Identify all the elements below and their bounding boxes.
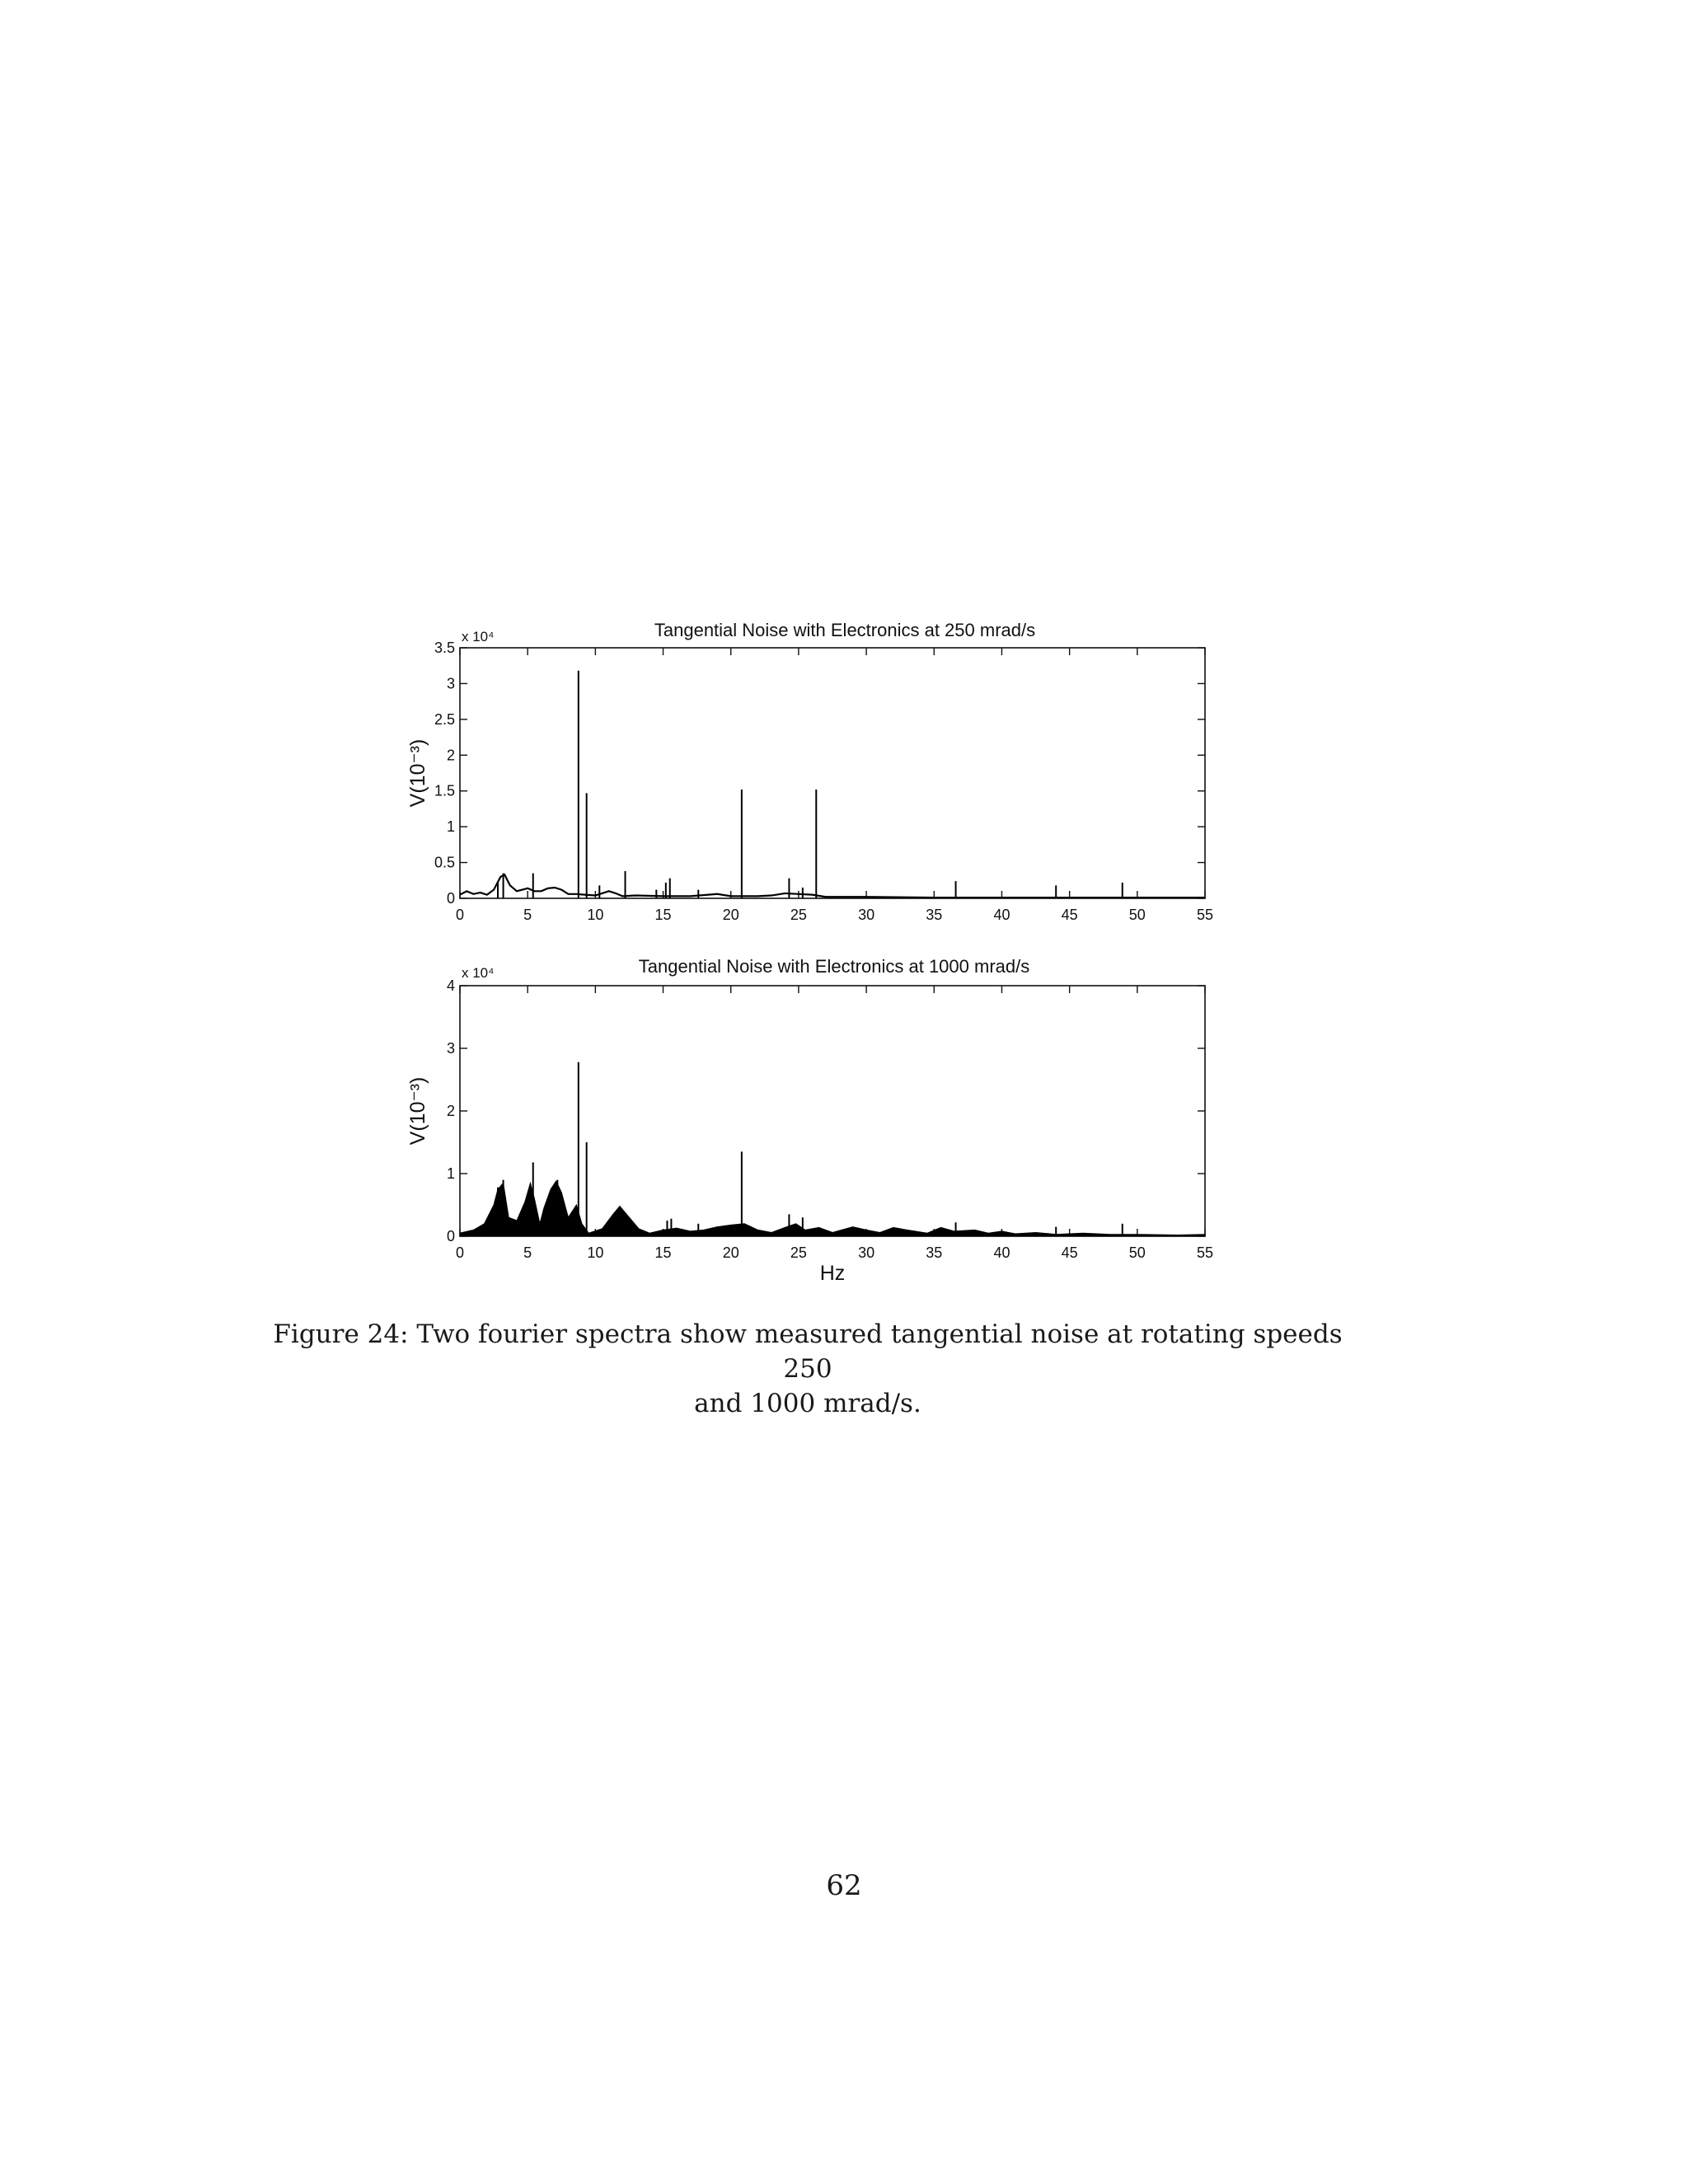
spectrum-baseline — [459, 873, 1205, 899]
y-multiplier-label: x 10⁴ — [462, 629, 494, 644]
spectrum-series — [459, 1062, 1206, 1237]
x-tick-label: 45 — [1062, 1244, 1078, 1261]
x-tick-label: 20 — [723, 907, 739, 923]
x-tick-label: 55 — [1197, 907, 1213, 923]
page-number: 62 — [826, 1869, 862, 1902]
y-multiplier-label: x 10⁴ — [462, 965, 494, 981]
figure-charts: Tangential Noise with Electronics at 250… — [406, 620, 1213, 1285]
x-tick-label: 30 — [858, 907, 874, 923]
y-tick-label: 1.5 — [434, 783, 455, 799]
x-tick-label: 50 — [1129, 1244, 1146, 1261]
x-tick-label: 45 — [1062, 907, 1078, 923]
x-tick-label: 10 — [587, 1244, 603, 1261]
x-tick-label: 55 — [1197, 1244, 1213, 1261]
x-tick-label: 5 — [523, 1244, 532, 1261]
x-tick-label: 25 — [790, 1244, 807, 1261]
x-axis-label: Hz — [820, 1262, 846, 1285]
x-tick-label: 35 — [926, 1244, 942, 1261]
y-tick-label: 3.5 — [434, 640, 455, 656]
caption-line-2: and 1000 mrad/s. — [694, 1389, 921, 1418]
x-tick-label: 40 — [993, 1244, 1010, 1261]
plot-frame — [459, 985, 1206, 1237]
x-tick-label: 0 — [456, 1244, 464, 1261]
x-tick-label: 0 — [456, 907, 464, 923]
plot-frame — [459, 647, 1206, 899]
y-tick-label: 3 — [447, 1040, 455, 1057]
x-tick-label: 25 — [790, 907, 807, 923]
x-tick-label: 30 — [858, 1244, 874, 1261]
y-tick-label: 2 — [447, 1103, 455, 1119]
x-tick-label: 10 — [587, 907, 603, 923]
figure-caption: Figure 24: Two fourier spectra show meas… — [272, 1317, 1343, 1421]
y-tick-label: 1 — [447, 1165, 455, 1182]
y-tick-label: 2 — [447, 747, 455, 763]
y-axis-label: V(10⁻³) — [406, 739, 429, 808]
y-tick-label: 2.5 — [434, 711, 455, 728]
axis-ticks: 0 5 10 15 20 25 30 35 40 45 50 55 0 1 2 3 4 — [447, 977, 1213, 1261]
y-tick-label: 0 — [447, 1228, 455, 1244]
x-tick-label: 50 — [1129, 907, 1146, 923]
chart-title: Tangential Noise with Electronics at 250… — [654, 620, 1035, 640]
x-tick-label: 15 — [655, 907, 672, 923]
y-tick-label: 3 — [447, 675, 455, 691]
x-tick-label: 5 — [523, 907, 532, 923]
y-tick-label: 4 — [447, 977, 455, 994]
y-axis-label: V(10⁻³) — [406, 1077, 429, 1146]
x-tick-label: 20 — [723, 1244, 739, 1261]
caption-line-1: Figure 24: Two fourier spectra show meas… — [273, 1319, 1343, 1384]
chart-250-mrad: Tangential Noise with Electronics at 250… — [406, 620, 1213, 923]
axis-ticks: 0 5 10 15 20 25 30 35 40 45 50 55 0 0.5 1 1.5 2 2.5 3 3.5 — [434, 640, 1213, 923]
x-tick-label: 35 — [926, 907, 942, 923]
y-tick-label: 0.5 — [434, 855, 455, 871]
chart-title: Tangential Noise with Electronics at 100… — [639, 956, 1029, 977]
x-tick-label: 40 — [993, 907, 1010, 923]
x-tick-label: 15 — [655, 1244, 672, 1261]
chart-1000-mrad: Tangential Noise with Electronics at 100… — [406, 956, 1213, 1285]
spectrum-envelope — [459, 1180, 1206, 1237]
y-tick-label: 0 — [447, 890, 455, 907]
y-tick-label: 1 — [447, 818, 455, 835]
spectrum-series — [459, 670, 1205, 899]
